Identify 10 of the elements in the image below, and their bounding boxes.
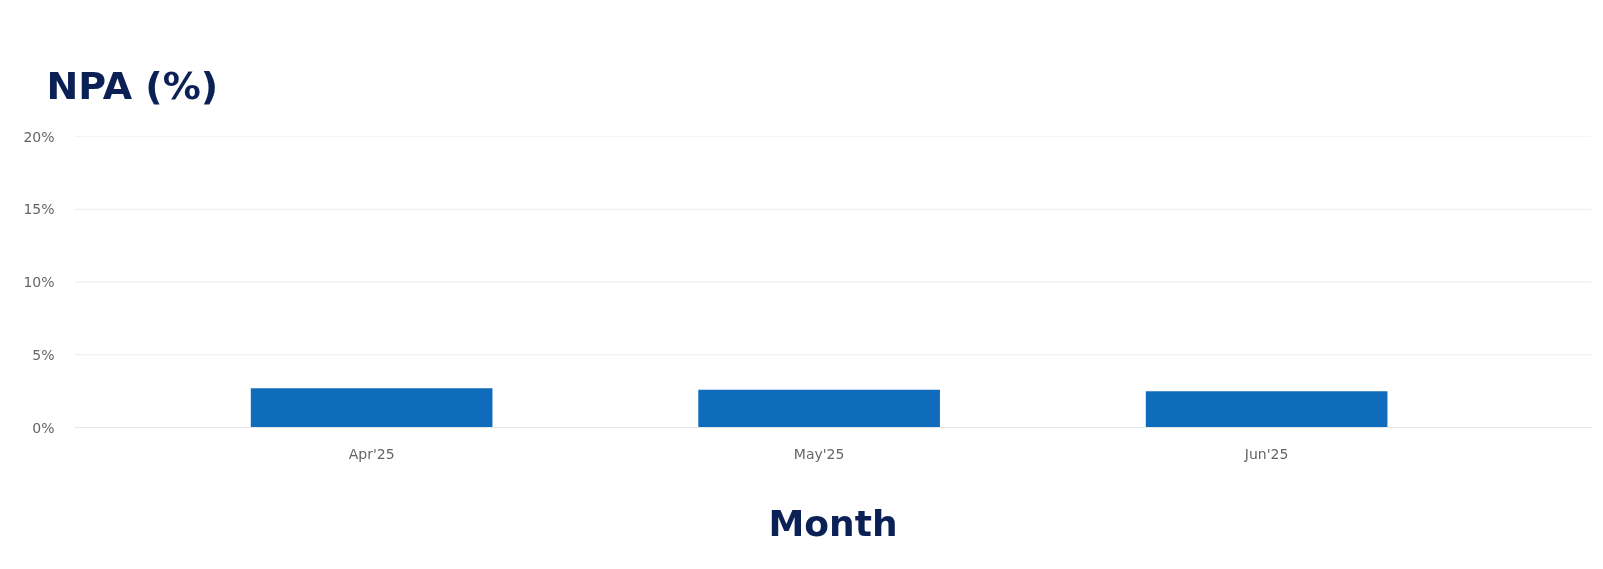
x-tick-label: Apr'25 <box>348 445 395 462</box>
x-tick-label: Jun'25 <box>1243 445 1289 462</box>
x-tick-label: May'25 <box>793 445 845 462</box>
y-tick-label: 0% <box>32 419 55 436</box>
y-tick-label: 15% <box>23 201 55 218</box>
y-tick-label: 10% <box>23 274 55 290</box>
chart-title: NPA (%) <box>46 63 219 108</box>
y-tick-label: 20% <box>23 128 55 145</box>
x-axis-title: Month <box>768 502 898 544</box>
y-tick-label: 5% <box>32 346 55 363</box>
